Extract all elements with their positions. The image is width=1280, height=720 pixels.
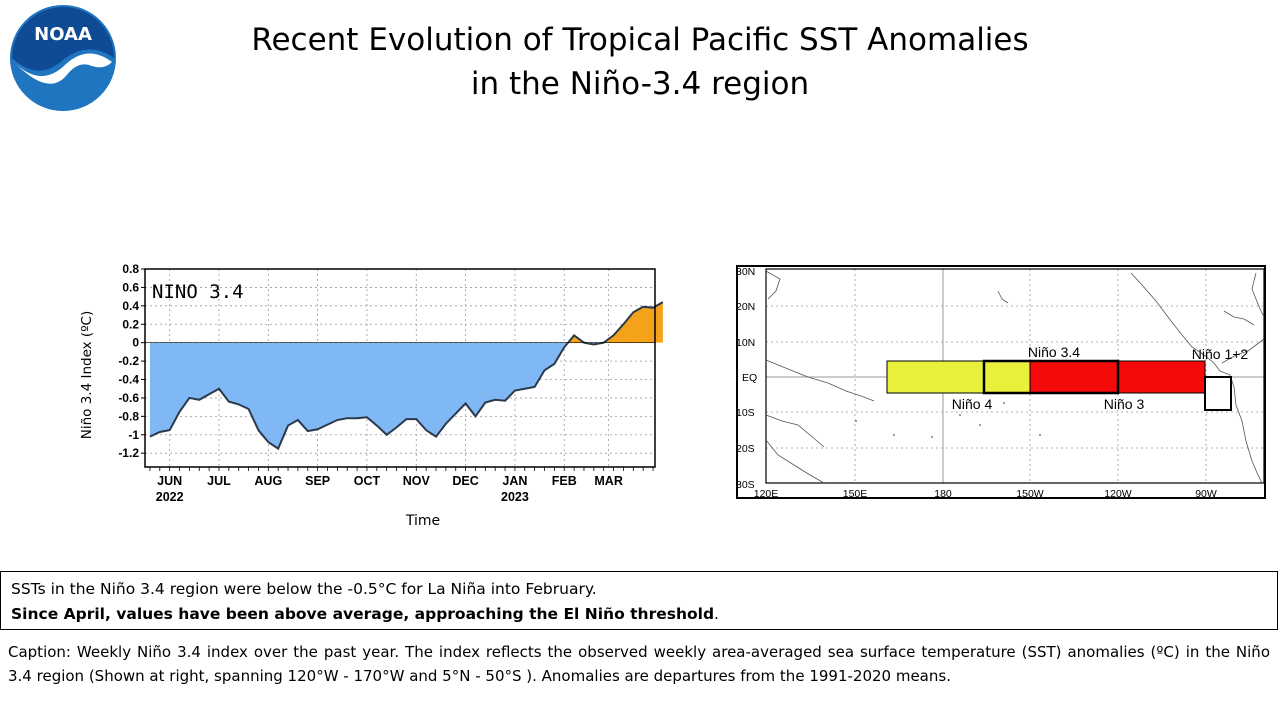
x-tick-label: JUL (207, 474, 231, 488)
lat-label: 10S (736, 407, 755, 419)
nino12-region (1204, 376, 1232, 411)
lat-label: 20S (736, 443, 755, 455)
x-tick-label: DEC (452, 474, 478, 488)
lon-label: 150W (1016, 488, 1044, 500)
x-axis-label: Time (405, 513, 440, 529)
y-tick-label: -0.2 (118, 354, 139, 368)
latitude-labels: 30N 20N 10N EQ 10S 20S 30S (736, 266, 757, 491)
index-line (149, 301, 664, 451)
x-tick-label: MAR (594, 474, 622, 488)
plot-frame (144, 268, 656, 468)
y-tick-label: -0.4 (118, 373, 139, 387)
nino34-index-chart: 0.8 0.6 0.4 0.2 0 -0.2 -0.4 -0.6 -0.8 -1 -1.2 JUN 2… (79, 262, 664, 529)
lon-label: 150E (843, 488, 868, 500)
summary-line-2-end: . (714, 605, 719, 623)
lon-label: 120E (754, 488, 779, 500)
title-line-1: Recent Evolution of Tropical Pacific SST… (251, 22, 1029, 58)
nino-regions-map: Niño 4 Niño 3.4 Niño 3 Niño 1+2 30N 20N … (736, 265, 1266, 500)
map-gridlines (766, 269, 1264, 483)
x-tick-label: JAN (502, 474, 527, 488)
chart-series-line (145, 301, 664, 451)
x-tick-year: 2022 (156, 490, 184, 504)
x-tick-year: 2023 (501, 490, 529, 504)
caption: Caption: Weekly Niño 3.4 index over the … (8, 643, 1270, 685)
x-tick-label: FEB (552, 474, 577, 488)
nino4-region (886, 360, 1032, 394)
summary-line-2: Since April, values have been above aver… (11, 602, 1267, 627)
nino34-label: Niño 3.4 (1028, 344, 1080, 360)
positive-anomaly-area (603, 302, 663, 343)
lat-label: 30S (736, 479, 755, 491)
x-tick-label: JUN (157, 474, 182, 488)
y-axis-label: Niño 3.4 Index (ºC) (79, 311, 95, 440)
y-tick-label: 0.2 (122, 317, 139, 331)
y-tick-label: -1.2 (118, 446, 139, 460)
y-tick-label: -0.6 (118, 391, 139, 405)
page-title: Recent Evolution of Tropical Pacific SST… (140, 18, 1140, 106)
y-tick-label: 0 (132, 336, 139, 350)
lon-label: 180 (934, 488, 952, 500)
summary-box: SSTs in the Niño 3.4 region were below t… (0, 571, 1278, 630)
lat-label: 30N (736, 266, 755, 278)
y-tick-label: 0.6 (122, 280, 139, 294)
y-tick-label: -1 (128, 428, 139, 442)
x-tick-label: AUG (254, 474, 282, 488)
nino34-region (982, 359, 1120, 395)
nino12-label: Niño 1+2 (1192, 346, 1249, 362)
nino3-label: Niño 3 (1104, 396, 1145, 412)
lon-label: 120W (1104, 488, 1132, 500)
noaa-logo: NOAA (10, 5, 116, 111)
longitude-labels: 120E 150E 180 150W 120W 90W (754, 488, 1217, 500)
summary-line-1: SSTs in the Niño 3.4 region were below t… (11, 580, 597, 598)
map-plot-border (765, 268, 1265, 484)
y-tick-label: 0.8 (122, 262, 139, 276)
summary-line-2-bold: Since April, values have been above aver… (11, 605, 715, 623)
nino4-label: Niño 4 (952, 396, 993, 412)
lat-label: 20N (736, 301, 755, 313)
title-line-2: in the Niño-3.4 region (470, 66, 810, 102)
lat-label: EQ (742, 372, 757, 384)
lat-label: 10N (736, 337, 755, 349)
x-tick-label: OCT (354, 474, 381, 488)
x-tick-label: SEP (305, 474, 330, 488)
y-tick-label: -0.8 (118, 409, 139, 423)
lon-label: 90W (1195, 488, 1217, 500)
y-axis-ticks: 0.8 0.6 0.4 0.2 0 -0.2 -0.4 -0.6 -0.8 -1 -1.2 (118, 262, 145, 460)
negative-anomaly-area (149, 342, 569, 449)
x-axis-ticks: JUN 2022 JUL AUG SEP OCT NOV DEC JAN 2023 FEB MAR (149, 467, 654, 504)
logo-text: NOAA (34, 24, 92, 45)
x-tick-label: NOV (403, 474, 431, 488)
chart-title: NINO 3.4 (152, 281, 244, 303)
y-tick-label: 0.4 (122, 299, 139, 313)
